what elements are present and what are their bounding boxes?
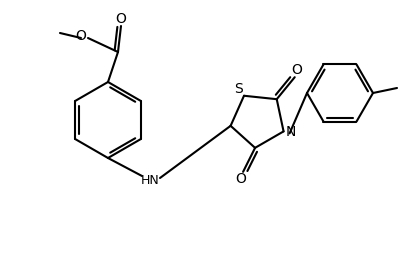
- Text: N: N: [285, 125, 295, 139]
- Text: S: S: [234, 82, 243, 96]
- Text: O: O: [115, 12, 126, 26]
- Text: O: O: [235, 172, 246, 186]
- Text: O: O: [75, 29, 86, 43]
- Text: HN: HN: [140, 173, 159, 187]
- Text: O: O: [290, 63, 301, 77]
